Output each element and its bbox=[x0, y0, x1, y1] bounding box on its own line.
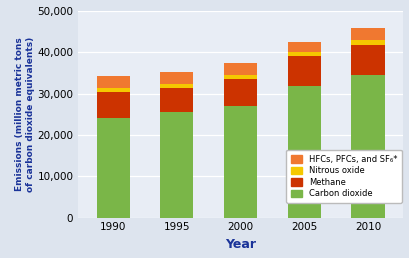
Bar bbox=[97, 76, 130, 88]
Bar bbox=[223, 63, 256, 75]
Bar bbox=[351, 40, 384, 45]
Bar bbox=[287, 86, 320, 218]
Bar bbox=[223, 75, 256, 79]
Bar bbox=[287, 42, 320, 52]
Bar bbox=[351, 45, 384, 75]
Bar bbox=[160, 88, 193, 112]
Bar bbox=[223, 79, 256, 106]
Y-axis label: Emissions (million metric tons
of carbon dioxide equivalents): Emissions (million metric tons of carbon… bbox=[15, 37, 34, 192]
Bar bbox=[223, 106, 256, 218]
Bar bbox=[160, 84, 193, 88]
Legend: HFCs, PFCs, and SF₆*, Nitrous oxide, Methane, Carbon dioxide: HFCs, PFCs, and SF₆*, Nitrous oxide, Met… bbox=[285, 150, 401, 203]
Bar bbox=[351, 28, 384, 40]
Bar bbox=[97, 118, 130, 218]
X-axis label: Year: Year bbox=[225, 238, 256, 251]
Bar bbox=[287, 57, 320, 86]
Bar bbox=[160, 112, 193, 218]
Bar bbox=[160, 72, 193, 84]
Bar bbox=[97, 88, 130, 92]
Bar bbox=[351, 75, 384, 218]
Bar bbox=[97, 92, 130, 118]
Bar bbox=[287, 52, 320, 57]
